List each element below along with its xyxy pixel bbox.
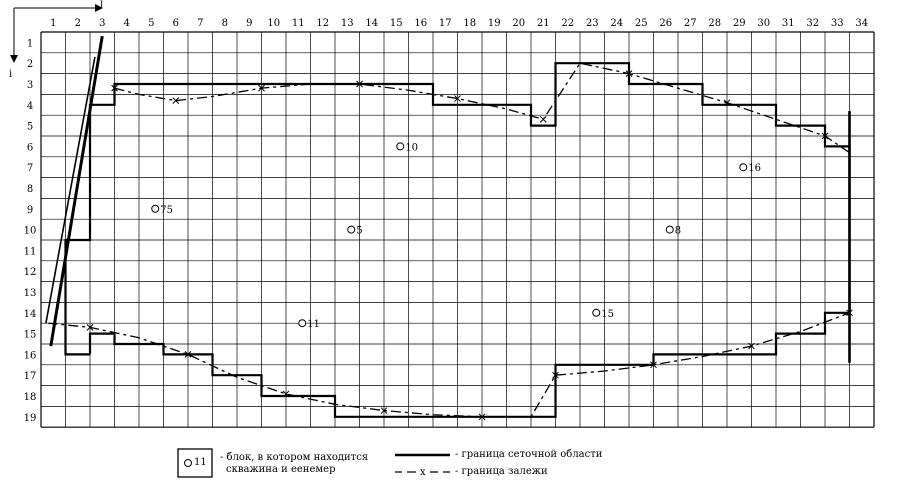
column-label: 19 — [488, 18, 501, 29]
row-label: 6 — [27, 142, 33, 153]
deposit-boundary-marker — [539, 116, 547, 123]
grid-area-boundary — [45, 35, 851, 418]
row-label: 11 — [24, 246, 37, 257]
column-label: 34 — [855, 18, 868, 29]
column-labels: 1 2 3 4 5 6 7 8 9 10 11 12 13 14 15 16 17 18 19 20 21 22 23 24 2… — [50, 18, 868, 29]
well-label: 11 — [307, 319, 320, 330]
column-label: 22 — [561, 18, 574, 29]
column-label: 20 — [512, 18, 525, 29]
well-circle — [396, 142, 405, 151]
column-label: 1 — [50, 18, 56, 29]
column-label: 14 — [365, 18, 378, 29]
column-label: 30 — [757, 18, 770, 29]
i-axis-label: i — [9, 69, 12, 80]
deposit-boundary-marker — [258, 84, 265, 92]
column-label: 3 — [99, 18, 105, 29]
column-label: 10 — [267, 18, 280, 29]
column-label: 24 — [610, 18, 623, 29]
well-circle — [592, 308, 601, 317]
well-circle — [347, 225, 356, 234]
column-label: 27 — [684, 18, 697, 29]
well-label: 8 — [675, 226, 681, 237]
well-label: 15 — [601, 309, 614, 320]
column-label: 25 — [635, 18, 648, 29]
legend-deposit-marker: x — [420, 467, 426, 478]
row-label: 4 — [27, 101, 33, 112]
deposit-boundary-marker — [380, 407, 388, 414]
legend-graphics: x — [177, 448, 450, 478]
row-label: 2 — [27, 59, 33, 70]
row-label: 5 — [27, 122, 33, 133]
column-label: 23 — [586, 18, 599, 29]
column-label: 33 — [831, 18, 844, 29]
legend-well-block-text-line2: скважина и еенемер — [226, 464, 336, 475]
well-label: 10 — [405, 142, 418, 153]
column-label: 8 — [222, 18, 228, 29]
legend-well-block-number: 11 — [194, 457, 207, 468]
grid-boundary-left-diagonal-thin — [45, 56, 96, 324]
row-label: 12 — [24, 267, 37, 278]
row-label: 9 — [27, 205, 33, 216]
deposit-boundary-marker — [86, 324, 94, 331]
column-label: 9 — [246, 18, 252, 29]
column-label: 26 — [659, 18, 672, 29]
column-label: 15 — [390, 18, 403, 29]
j-axis-arrowhead — [95, 4, 103, 12]
column-label: 28 — [708, 18, 721, 29]
row-label: 18 — [24, 392, 37, 403]
well-circle — [739, 163, 748, 172]
legend-well-circle — [184, 459, 192, 467]
column-label: 11 — [292, 18, 305, 29]
well-circle — [665, 225, 674, 234]
deposit-boundary-marker — [172, 97, 180, 104]
j-axis-label: j — [99, 0, 103, 9]
row-label: 13 — [24, 288, 37, 299]
column-label: 5 — [148, 18, 154, 29]
wells: 75 10 5 8 16 11 15 — [151, 142, 761, 330]
legend-grid-boundary-text: - граница сеточной области — [455, 449, 603, 460]
well-circle — [298, 319, 307, 328]
column-label: 31 — [782, 18, 795, 29]
grid-boundary-left-diagonal — [49, 35, 104, 347]
row-label: 17 — [24, 371, 37, 382]
column-label: 2 — [75, 18, 81, 29]
row-label: 3 — [27, 80, 33, 91]
column-label: 29 — [733, 18, 746, 29]
deposit-boundary-marker — [748, 342, 755, 350]
well-circle — [151, 204, 160, 213]
row-label: 19 — [24, 413, 37, 424]
deposit-boundary — [48, 62, 853, 421]
row-label: 15 — [24, 330, 37, 341]
column-label: 12 — [316, 18, 329, 29]
legend-well-block-text: - блок, в котором находится скважина и е… — [220, 452, 368, 476]
column-label: 17 — [439, 18, 452, 29]
deposit-boundary-marker — [454, 95, 461, 102]
column-label: 6 — [173, 18, 179, 29]
column-label: 7 — [197, 18, 203, 29]
column-label: 18 — [463, 18, 476, 29]
row-label: 16 — [24, 350, 37, 361]
column-label: 16 — [414, 18, 427, 29]
row-label: 8 — [27, 184, 33, 195]
column-label: 21 — [537, 18, 550, 29]
i-axis-arrowhead — [10, 55, 18, 63]
grid-lines — [40, 31, 875, 428]
column-label: 13 — [341, 18, 354, 29]
legend-deposit-boundary-text: - граница залежи — [455, 466, 548, 477]
row-label: 10 — [24, 226, 37, 237]
legend-well-block-text-line1: - блок, в котором находится — [220, 452, 369, 463]
column-label: 32 — [806, 18, 819, 29]
row-label: 1 — [27, 38, 33, 49]
well-label: 75 — [160, 205, 173, 216]
axis-arrows: j i — [9, 0, 103, 80]
row-label: 14 — [24, 309, 37, 320]
legend-well-block-box — [177, 448, 213, 478]
column-label: 4 — [124, 18, 130, 29]
well-label: 5 — [356, 226, 362, 237]
well-label: 16 — [748, 163, 761, 174]
row-label: 7 — [27, 163, 33, 174]
